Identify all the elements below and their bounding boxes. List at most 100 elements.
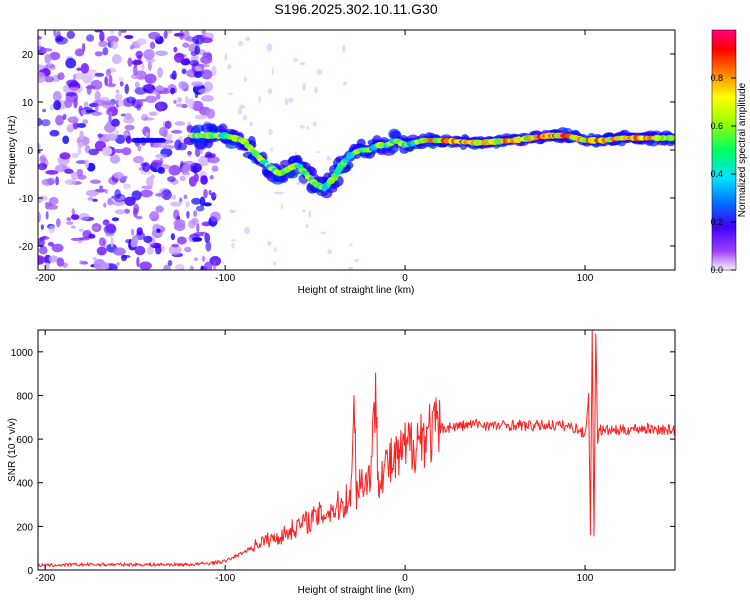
heatmap-cell bbox=[186, 210, 190, 219]
heatmap-cell bbox=[193, 173, 199, 183]
heatmap-cell bbox=[114, 209, 126, 215]
heatmap-cell bbox=[131, 190, 142, 201]
heatmap-cell bbox=[40, 119, 51, 127]
heatmap-cell bbox=[205, 241, 212, 252]
heatmap-cell bbox=[130, 74, 139, 80]
heatmap-cell bbox=[174, 139, 182, 151]
heatmap-cell bbox=[86, 69, 98, 79]
heatmap-cell bbox=[671, 135, 675, 141]
heatmap-cell bbox=[181, 172, 191, 176]
heatmap-cell bbox=[167, 259, 173, 267]
heatmap-cell bbox=[97, 133, 103, 138]
heatmap-cell bbox=[185, 200, 191, 208]
heatmap-cell bbox=[53, 100, 62, 111]
heatmap-cell bbox=[112, 199, 125, 206]
heatmap-cell bbox=[73, 97, 78, 109]
heatmap-cell bbox=[128, 95, 133, 102]
heatmap-cell bbox=[294, 150, 297, 155]
heatmap-xlabel: Height of straight line (km) bbox=[298, 285, 415, 296]
heatmap-cell bbox=[70, 214, 80, 220]
colorbar-tick-label: 0.2 bbox=[710, 217, 723, 227]
colorbar-label: Normalized spectral amplitude bbox=[737, 82, 748, 217]
heatmap-cell bbox=[242, 114, 248, 121]
heatmap-cell bbox=[194, 257, 198, 262]
heatmap-cell bbox=[187, 98, 195, 110]
heatmap-cell bbox=[113, 171, 124, 179]
heatmap-cell bbox=[48, 225, 56, 234]
heatmap-cell bbox=[109, 111, 113, 117]
heatmap-cell bbox=[66, 221, 74, 225]
heatmap-cell bbox=[59, 152, 71, 160]
heatmap-cell bbox=[302, 209, 306, 213]
heatmap-cell bbox=[189, 265, 194, 270]
heatmap-cell bbox=[135, 216, 143, 220]
heatmap-cell bbox=[134, 87, 147, 95]
heatmap-cell bbox=[209, 175, 214, 180]
heatmap-cell bbox=[278, 191, 284, 195]
heatmap-cell bbox=[104, 189, 109, 194]
heatmap-cell bbox=[227, 64, 232, 70]
heatmap-cell bbox=[54, 164, 68, 173]
heatmap-cell bbox=[273, 191, 280, 195]
heatmap-ylabel: Frequency (Hz) bbox=[7, 116, 18, 185]
heatmap-cell bbox=[44, 53, 52, 64]
heatmap-cell bbox=[80, 63, 90, 74]
heatmap-y-ticks: -20 -10 0 10 20 bbox=[19, 50, 675, 253]
heatmap-cell bbox=[56, 257, 65, 267]
snr-y-ticks: 0 200 400 600 800 1000 bbox=[11, 348, 675, 577]
heatmap-cell bbox=[146, 84, 154, 94]
x-tick-label: -200 bbox=[35, 273, 55, 284]
heatmap-cell bbox=[45, 63, 56, 69]
heatmap-cell bbox=[173, 223, 186, 231]
heatmap-cell bbox=[119, 81, 124, 87]
heatmap-cell bbox=[104, 263, 110, 270]
heatmap-cell bbox=[184, 246, 192, 253]
heatmap-cell bbox=[49, 129, 60, 137]
heatmap-cell bbox=[84, 159, 90, 169]
heatmap-cell bbox=[110, 236, 114, 248]
heatmap-cell bbox=[201, 255, 206, 262]
heatmap-cell bbox=[280, 203, 284, 210]
y-tick-label: 600 bbox=[16, 435, 33, 446]
heatmap-cell bbox=[148, 111, 159, 116]
heatmap-cell bbox=[147, 61, 152, 71]
heatmap-cell bbox=[42, 108, 47, 113]
heatmap-cell bbox=[230, 210, 237, 213]
heatmap-cell bbox=[96, 246, 107, 256]
heatmap-cell bbox=[78, 236, 91, 241]
heatmap-cell bbox=[70, 225, 76, 229]
snr-series-line bbox=[38, 330, 675, 568]
heatmap-cell bbox=[94, 51, 103, 57]
heatmap-cell bbox=[207, 156, 220, 164]
heatmap-cell bbox=[132, 65, 138, 76]
heatmap-cell bbox=[274, 246, 277, 253]
heatmap-cell bbox=[183, 30, 190, 41]
heatmap-cell bbox=[194, 114, 207, 120]
heatmap-cell bbox=[170, 233, 176, 241]
heatmap-cell bbox=[105, 232, 115, 237]
heatmap-cell bbox=[140, 170, 153, 175]
heatmap-cell bbox=[197, 63, 210, 68]
heatmap-cell bbox=[231, 242, 235, 249]
heatmap-cell bbox=[89, 179, 102, 184]
heatmap-cell bbox=[94, 101, 99, 113]
heatmap-cell bbox=[155, 153, 168, 159]
heatmap-cell bbox=[38, 150, 41, 154]
heatmap-cell bbox=[67, 116, 79, 124]
heatmap-cell bbox=[155, 50, 168, 56]
heatmap-cell bbox=[211, 165, 219, 172]
heatmap-cell bbox=[66, 217, 72, 222]
heatmap-cell bbox=[98, 185, 104, 189]
snr-x-ticks: -200 -100 0 100 bbox=[35, 330, 594, 584]
heatmap-cell bbox=[38, 35, 43, 40]
heatmap-cell bbox=[45, 169, 59, 175]
heatmap-cell bbox=[107, 197, 113, 204]
y-tick-label: 0 bbox=[27, 146, 33, 157]
heatmap-cell bbox=[136, 256, 140, 268]
heatmap-cell bbox=[214, 193, 219, 197]
heatmap-cell bbox=[41, 48, 53, 52]
heatmap-cells bbox=[38, 30, 675, 270]
heatmap-cell bbox=[120, 30, 127, 34]
heatmap-cell bbox=[187, 151, 191, 158]
heatmap-x-ticks: -200 -100 0 100 bbox=[35, 30, 594, 284]
